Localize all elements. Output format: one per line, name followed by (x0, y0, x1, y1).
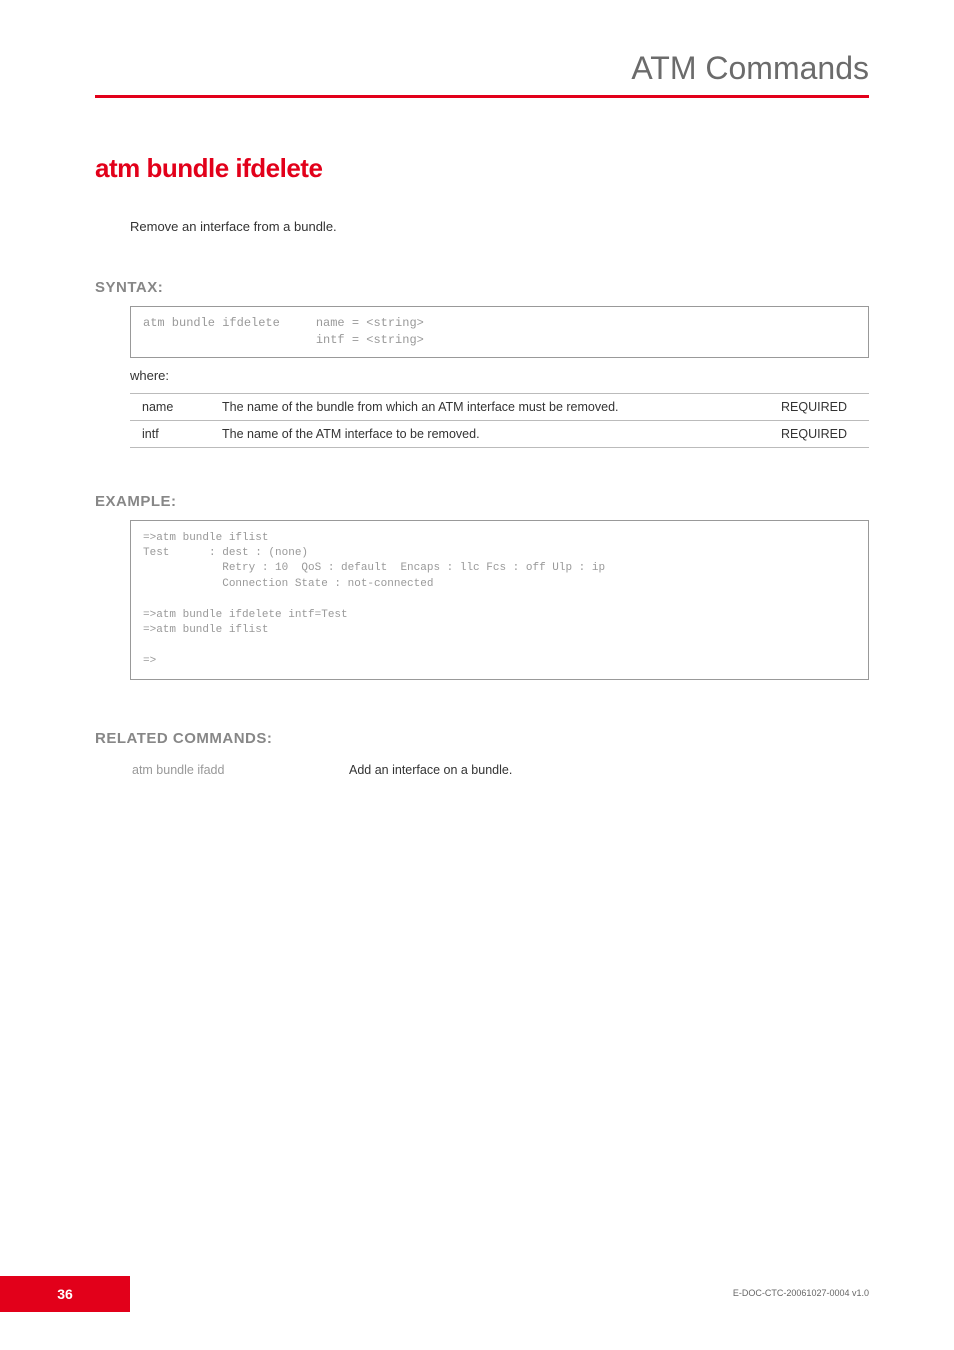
param-required: REQUIRED (769, 393, 869, 420)
syntax-heading: SYNTAX: (95, 279, 869, 296)
page: ATM Commands atm bundle ifdelete Remove … (0, 0, 954, 1350)
header-title: ATM Commands (95, 50, 869, 87)
related-description: Add an interface on a bundle. (349, 759, 867, 781)
command-title: atm bundle ifdelete (95, 153, 869, 184)
header-rule (95, 95, 869, 98)
related-command: atm bundle ifadd (132, 759, 347, 781)
doc-reference: E-DOC-CTC-20061027-0004 v1.0 (733, 1288, 869, 1298)
param-name: intf (130, 420, 210, 447)
param-row: nameThe name of the bundle from which an… (130, 393, 869, 420)
page-number: 36 (0, 1276, 130, 1312)
param-name: name (130, 393, 210, 420)
param-required: REQUIRED (769, 420, 869, 447)
related-table: atm bundle ifaddAdd an interface on a bu… (130, 757, 869, 783)
command-description: Remove an interface from a bundle. (130, 219, 869, 234)
footer: 36 E-DOC-CTC-20061027-0004 v1.0 (0, 1276, 954, 1312)
param-description: The name of the ATM interface to be remo… (210, 420, 769, 447)
params-table: nameThe name of the bundle from which an… (130, 393, 869, 448)
param-description: The name of the bundle from which an ATM… (210, 393, 769, 420)
param-row: intfThe name of the ATM interface to be … (130, 420, 869, 447)
related-heading: RELATED COMMANDS: (95, 730, 869, 747)
syntax-box: atm bundle ifdelete name = <string> intf… (130, 306, 869, 358)
where-label: where: (130, 368, 869, 383)
example-heading: EXAMPLE: (95, 493, 869, 510)
example-box: =>atm bundle iflist Test : dest : (none)… (130, 520, 869, 681)
related-row: atm bundle ifaddAdd an interface on a bu… (132, 759, 867, 781)
